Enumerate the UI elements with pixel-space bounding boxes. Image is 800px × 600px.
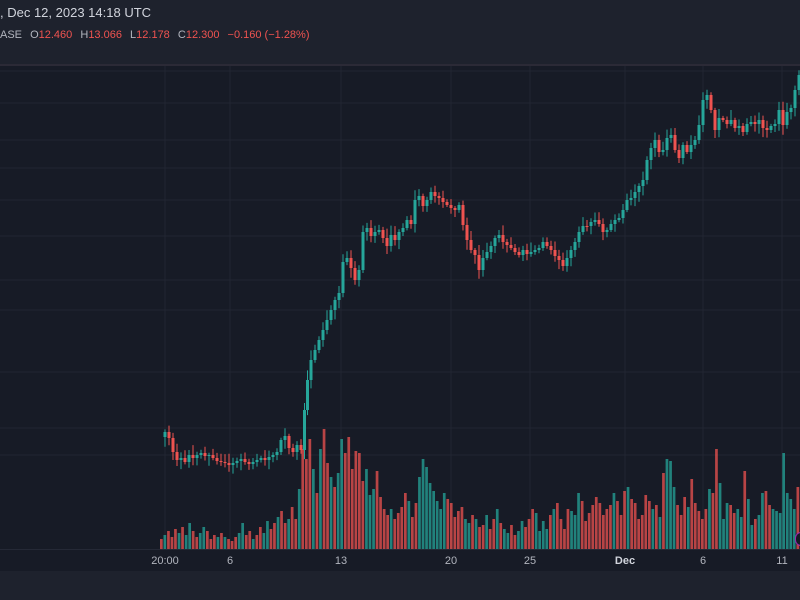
time-axis[interactable]: 20:00 6 13 20 25 Dec 6 11 [0,549,800,572]
ohlc-legend-row: ASE O12.460 H13.066 L12.178 C12.300 −0.1… [0,29,310,41]
symbol-exchange-suffix[interactable]: ASE [0,29,23,41]
time-axis-label: 6 [226,555,234,567]
high-value: 13.066 [88,29,122,41]
candles [163,70,800,474]
time-axis-label: Dec [614,555,636,567]
ohlc-legend: ASE O12.460 H13.066 L12.178 C12.300 −0.1… [0,26,800,64]
price-chart-pane[interactable] [0,66,800,549]
bottom-toolbar [0,571,800,600]
candlestick-chart[interactable] [0,66,800,549]
volume-bars [160,429,800,549]
open-value: 12.460 [38,29,73,41]
time-axis-label: 13 [334,555,348,567]
time-axis-label: 20 [444,555,458,567]
low-value: 12.178 [136,29,170,41]
close-label: C [177,29,186,41]
high-label: H [80,29,89,41]
change-value: −0.160 (−1.28%) [227,29,310,41]
event-marker-icon[interactable] [795,532,800,546]
open-label: O [30,29,39,41]
top-bar: , Dec 12, 2023 14:18 UTC [0,0,800,26]
time-axis-label: 11 [776,555,788,567]
time-axis-label: 6 [699,555,707,567]
chart-timestamp-title: , Dec 12, 2023 14:18 UTC [0,5,152,20]
pane-separator [0,64,800,66]
close-value: 12.300 [185,29,220,41]
grid-lines [0,66,800,549]
low-label: L [130,29,137,41]
time-axis-label: 20:00 [151,555,179,567]
time-axis-label: 25 [523,555,537,567]
